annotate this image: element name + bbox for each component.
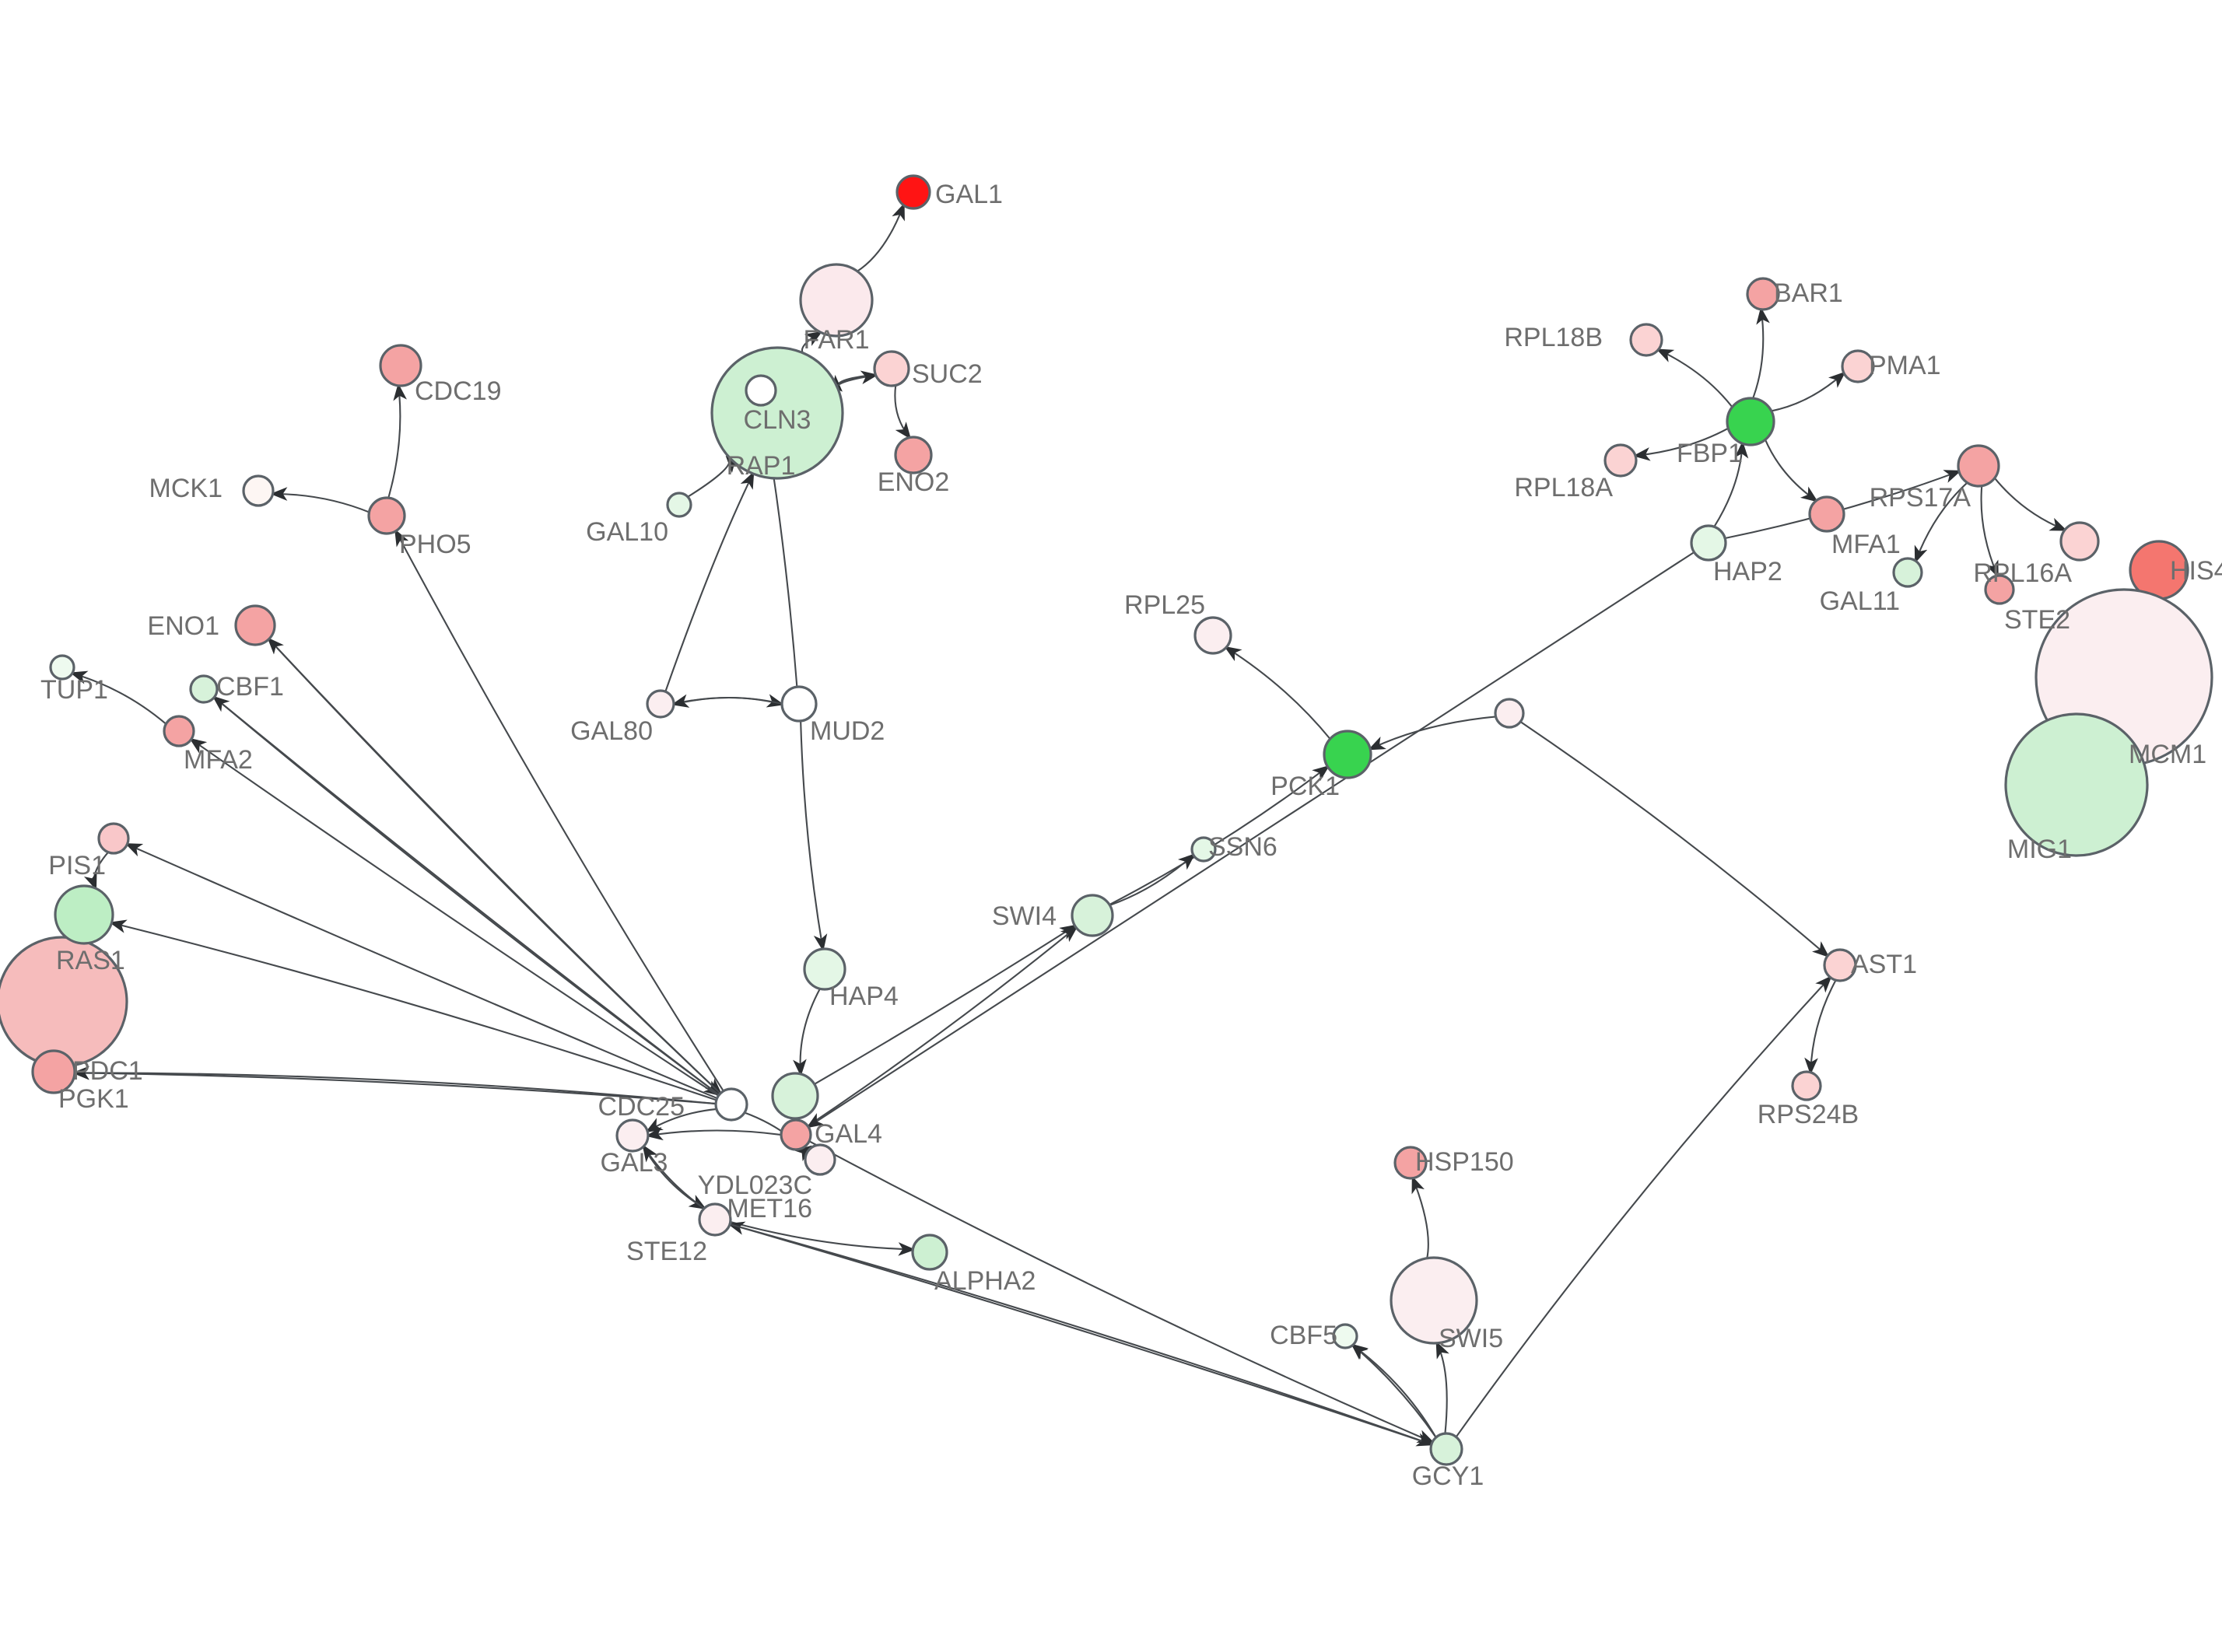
svg-text:MET16: MET16	[727, 1194, 812, 1223]
svg-text:RPL16A: RPL16A	[1973, 558, 2072, 588]
svg-text:GAL1: GAL1	[935, 180, 1003, 209]
svg-text:HAP2: HAP2	[1713, 557, 1782, 586]
svg-text:GAL4: GAL4	[815, 1119, 882, 1149]
svg-text:GAL80: GAL80	[570, 716, 653, 746]
svg-text:RPL18A: RPL18A	[1514, 473, 1613, 502]
svg-text:MFA1: MFA1	[1831, 530, 1901, 559]
svg-text:ALPHA2: ALPHA2	[934, 1266, 1036, 1296]
svg-text:RPS24B: RPS24B	[1758, 1100, 1859, 1129]
svg-text:PMA1: PMA1	[1869, 351, 1941, 380]
svg-text:FBP1: FBP1	[1677, 439, 1743, 468]
svg-text:HIS4: HIS4	[2170, 556, 2222, 586]
svg-text:PIS1: PIS1	[48, 851, 106, 880]
svg-text:BAR1: BAR1	[1774, 278, 1843, 308]
svg-text:RPL25: RPL25	[1124, 590, 1205, 620]
svg-text:RAP1: RAP1	[727, 451, 796, 481]
svg-text:SSN6: SSN6	[1208, 832, 1277, 862]
svg-text:FAR1: FAR1	[803, 325, 869, 355]
svg-text:MFA2: MFA2	[184, 745, 253, 775]
svg-text:RPL18B: RPL18B	[1504, 323, 1603, 352]
svg-text:AST1: AST1	[1851, 950, 1917, 979]
svg-text:MCM1: MCM1	[2129, 740, 2206, 769]
svg-text:CBF5: CBF5	[1270, 1321, 1337, 1350]
svg-text:ENO2: ENO2	[878, 467, 950, 497]
svg-text:MCK1: MCK1	[149, 474, 223, 503]
svg-text:PGK1: PGK1	[58, 1084, 129, 1114]
svg-text:GAL10: GAL10	[586, 517, 668, 547]
svg-text:CDC19: CDC19	[415, 376, 501, 406]
svg-text:RPS17A: RPS17A	[1870, 483, 1971, 513]
svg-text:SWI4: SWI4	[992, 901, 1057, 931]
svg-text:TUP1: TUP1	[40, 675, 108, 705]
svg-text:GCY1: GCY1	[1412, 1461, 1484, 1491]
svg-text:GAL3: GAL3	[601, 1148, 668, 1178]
svg-text:MIG1: MIG1	[2007, 835, 2072, 864]
svg-text:SWI5: SWI5	[1439, 1324, 1503, 1353]
svg-text:HAP4: HAP4	[829, 982, 899, 1011]
svg-text:HSP150: HSP150	[1415, 1147, 1514, 1177]
svg-text:CDC25: CDC25	[598, 1092, 685, 1122]
svg-text:PHO5: PHO5	[399, 530, 471, 559]
svg-text:STE2: STE2	[2004, 605, 2070, 635]
svg-text:SUC2: SUC2	[912, 359, 983, 389]
svg-text:CBF1: CBF1	[216, 672, 284, 702]
svg-text:GAL11: GAL11	[1820, 586, 1900, 616]
svg-text:PCK1: PCK1	[1270, 772, 1340, 801]
svg-text:MUD2: MUD2	[810, 716, 885, 746]
svg-text:RAS1: RAS1	[56, 946, 125, 975]
svg-text:STE12: STE12	[626, 1237, 707, 1266]
svg-text:CLN3: CLN3	[744, 405, 811, 435]
svg-text:ENO1: ENO1	[147, 611, 219, 641]
svg-text:PDC1: PDC1	[72, 1056, 143, 1086]
